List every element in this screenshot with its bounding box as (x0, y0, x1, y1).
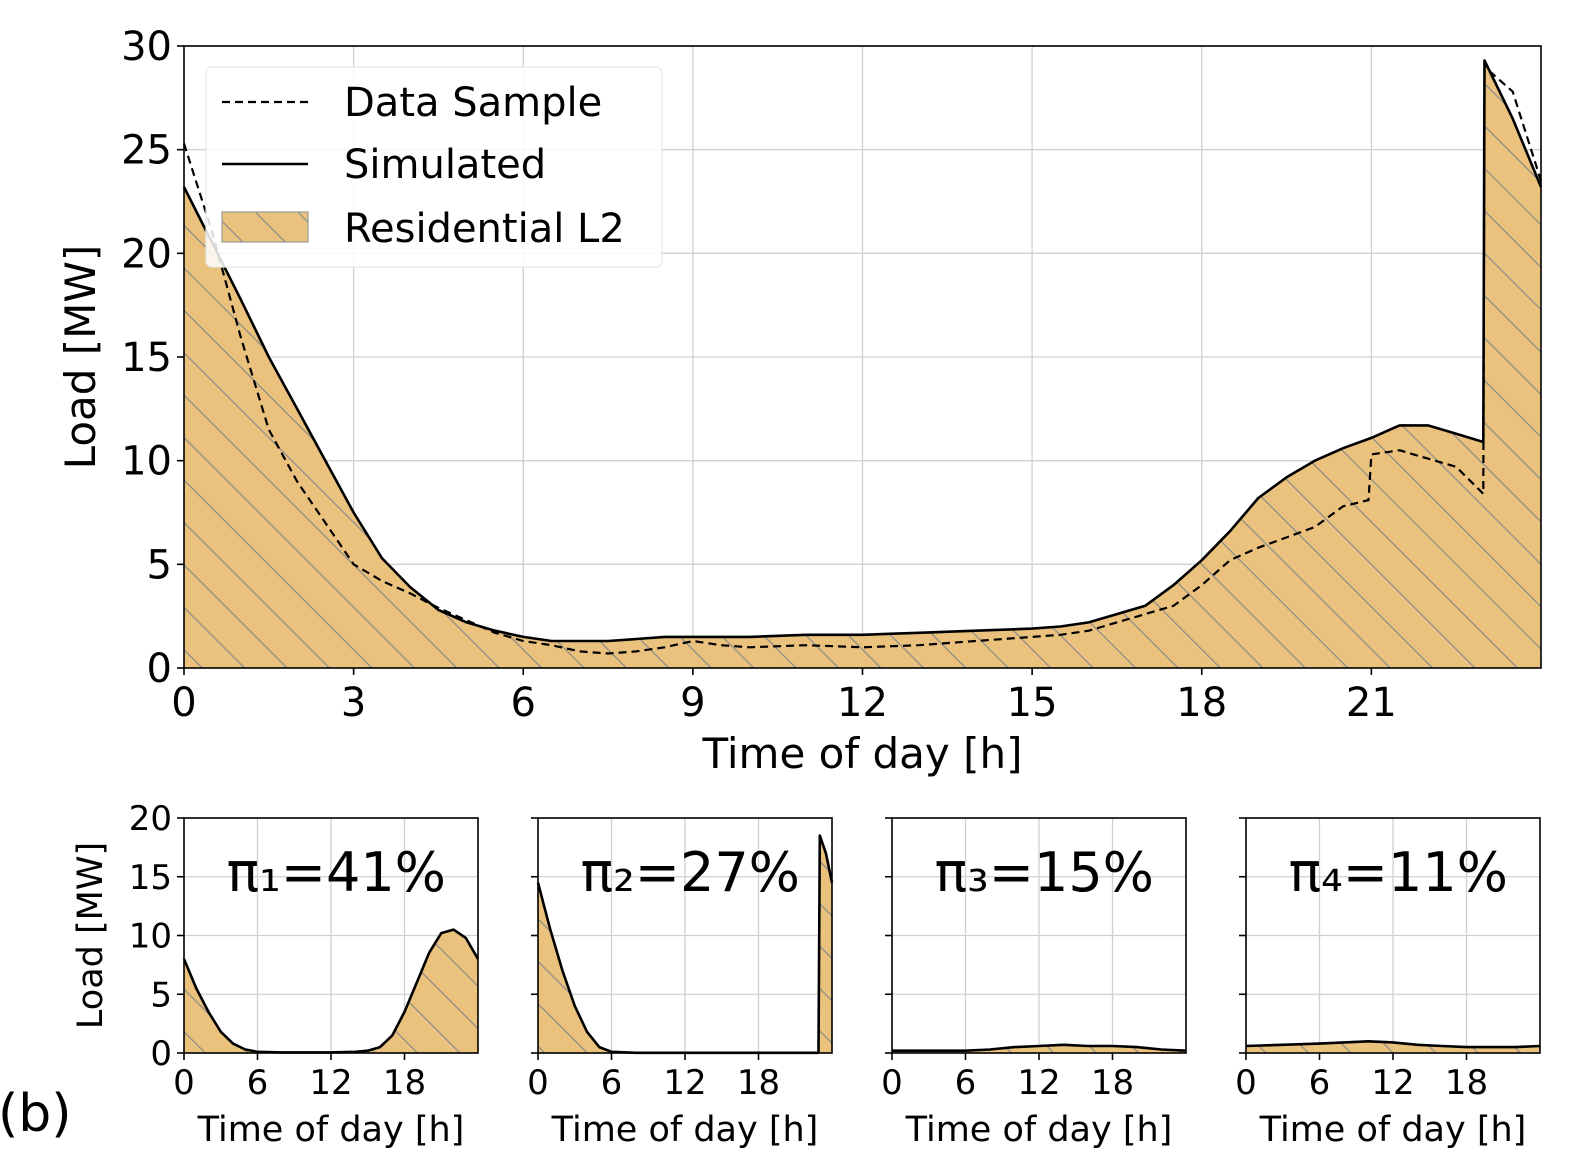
line-simulated (1245, 1040, 1541, 1049)
legend-label-residential-l2: Residential L2 (344, 206, 625, 252)
y-tick-label: 20 (121, 231, 172, 277)
x-axis-label: Time of day [h] (1259, 1110, 1527, 1150)
area-residential-l2 (538, 835, 832, 1053)
x-tick-label: 0 (173, 1063, 195, 1103)
x-tick-label: 3 (341, 680, 366, 726)
x-tick-label: 12 (309, 1063, 352, 1103)
line-simulated (182, 928, 480, 1054)
x-tick-label: 18 (1445, 1063, 1488, 1103)
y-tick-label: 10 (121, 439, 172, 485)
y-tick-label: 15 (121, 335, 172, 381)
chart-pi4: 0 6 12 18 Time of day [h] π₄=11% (1235, 817, 1541, 1150)
x-tick-label: 12 (1017, 1063, 1060, 1103)
share-annotation: π₄=11% (1289, 841, 1508, 904)
x-tick-label: 9 (680, 680, 705, 726)
x-tick-label: 0 (881, 1063, 903, 1103)
x-tick-label: 12 (1371, 1063, 1414, 1103)
x-tick-label: 15 (1007, 680, 1058, 726)
chart-pi2: 0 6 12 18 Time of day [h] π₂=27% (527, 817, 834, 1150)
y-tick-label: 5 (147, 542, 172, 588)
area-residential-l2 (184, 60, 1541, 668)
legend-swatch-residential-l2 (221, 211, 309, 243)
legend-label-data-sample: Data Sample (344, 80, 602, 126)
x-tick-label: 0 (1235, 1063, 1257, 1103)
share-annotation: π₂=27% (581, 841, 800, 904)
x-axis-label: Time of day [h] (702, 729, 1023, 778)
line-simulated (892, 1043, 1187, 1052)
x-tick-label: 18 (1091, 1063, 1134, 1103)
x-tick-label: 6 (955, 1063, 977, 1103)
x-tick-label: 0 (171, 680, 196, 726)
y-axis-label: Load [MW] (56, 245, 105, 470)
y-axis-label: Load [MW] (71, 842, 111, 1029)
x-tick-label: 6 (247, 1063, 269, 1103)
y-tick-label: 15 (129, 858, 172, 898)
chart-pi3: 0 6 12 18 Time of day [h] π₃=15% (881, 817, 1187, 1150)
share-annotation: π₃=15% (935, 841, 1154, 904)
y-tick-label: 30 (121, 24, 172, 70)
y-tick-label: 20 (129, 799, 172, 839)
x-axis-label: Time of day [h] (551, 1110, 819, 1150)
x-tick-label: 12 (663, 1063, 706, 1103)
x-axis-label: Time of day [h] (905, 1110, 1173, 1150)
line-simulated (182, 59, 1543, 643)
main-chart: 0 3 6 9 12 15 18 21 0 5 10 15 20 25 30 Time of day [h] L… (56, 24, 1543, 778)
x-tick-label: 18 (383, 1063, 426, 1103)
y-tick-label: 25 (121, 128, 172, 174)
x-tick-label: 21 (1346, 680, 1397, 726)
y-tick-label: 10 (129, 917, 172, 957)
x-tick-label: 18 (737, 1063, 780, 1103)
x-axis-label: Time of day [h] (197, 1110, 465, 1150)
line-data-sample (182, 64, 1543, 655)
y-tick-label: 0 (147, 646, 172, 692)
x-tick-label: 6 (511, 680, 536, 726)
x-tick-label: 18 (1176, 680, 1227, 726)
line-simulated (536, 834, 834, 1055)
x-tick-label: 6 (1309, 1063, 1331, 1103)
x-tick-label: 12 (837, 680, 888, 726)
legend-box (205, 66, 663, 268)
x-tick-label: 6 (601, 1063, 623, 1103)
panel-label: (b) (0, 1084, 72, 1144)
chart-main: 0 3 6 9 12 15 18 21 0 5 10 15 20 25 30 Time of day [h] L… (56, 24, 1543, 778)
chart-pi1: 0 6 12 18 0 5 10 15 20 Time of day [h] Load [MW] π₁… (71, 799, 480, 1150)
x-tick-label: 0 (527, 1063, 549, 1103)
legend: Data Sample Simulated Residential L2 (205, 66, 663, 268)
y-tick-label: 0 (150, 1034, 172, 1074)
area-residential-l2 (184, 929, 478, 1053)
y-tick-label: 5 (150, 975, 172, 1015)
legend-label-simulated: Simulated (344, 142, 546, 188)
small-charts: 0 6 12 18 0 5 10 15 20 Time of day [h] Load [MW] π₁… (71, 799, 1541, 1150)
share-annotation: π₁=41% (227, 841, 446, 904)
